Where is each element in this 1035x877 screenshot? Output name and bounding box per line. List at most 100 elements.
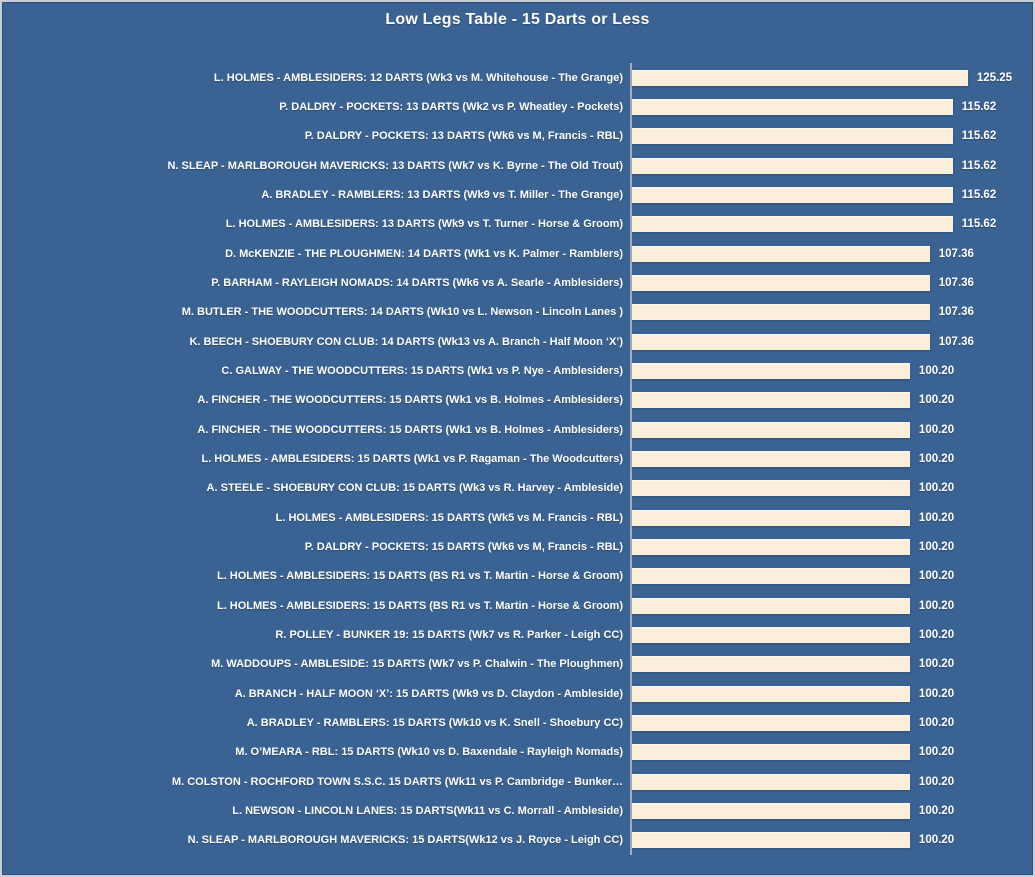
bar[interactable]: [632, 480, 910, 497]
bar[interactable]: [632, 128, 953, 145]
bar-track: 107.36: [630, 268, 1012, 298]
category-label: M. WADDOUPS - AMBLESIDE: 15 DARTS (Wk7 v…: [211, 658, 623, 671]
bar[interactable]: [632, 157, 953, 174]
value-label: 100.20: [918, 775, 955, 788]
value-label: 100.20: [918, 834, 955, 847]
bar-track: 100.20: [630, 678, 1012, 709]
category-label: K. BEECH - SHOEBURY CON CLUB: 14 DARTS (…: [189, 335, 623, 348]
bar[interactable]: [632, 509, 910, 526]
category-label: A. BRADLEY - RAMBLERS: 13 DARTS (Wk9 vs …: [261, 188, 623, 201]
category-label: D. McKENZIE - THE PLOUGHMEN: 14 DARTS (W…: [225, 247, 623, 260]
bar-track: 100.20: [630, 502, 1012, 533]
value-label: 100.20: [918, 570, 955, 583]
category-label: A. FINCHER - THE WOODCUTTERS: 15 DARTS (…: [197, 423, 623, 436]
bar[interactable]: [632, 98, 953, 115]
bar[interactable]: [632, 333, 930, 350]
bar-row: R. POLLEY - BUNKER 19: 15 DARTS (Wk7 vs …: [10, 620, 1012, 650]
bar-track: 100.20: [630, 473, 1012, 503]
bar-track: 100.20: [630, 649, 1012, 679]
value-label: 115.62: [961, 100, 997, 113]
bar-row: L. HOLMES - AMBLESIDERS: 15 DARTS (Wk5 v…: [10, 502, 1012, 533]
category-label: P. DALDRY - POCKETS: 13 DARTS (Wk6 vs M,…: [304, 130, 623, 143]
value-label: 100.20: [918, 540, 955, 553]
value-label: 100.20: [918, 482, 955, 495]
bar[interactable]: [632, 69, 968, 86]
bar[interactable]: [632, 216, 953, 233]
bar[interactable]: [632, 714, 910, 731]
category-label: C. GALWAY - THE WOODCUTTERS: 15 DARTS (W…: [221, 364, 623, 377]
category-label: L. HOLMES - AMBLESIDERS: 15 DARTS (Wk5 v…: [275, 511, 623, 524]
value-label: 115.62: [961, 130, 997, 143]
bar-row: A. STEELE - SHOEBURY CON CLUB: 15 DARTS …: [10, 473, 1012, 503]
category-label: M. O’MEARA - RBL: 15 DARTS (Wk10 vs D. B…: [235, 746, 623, 759]
bar-row: C. GALWAY - THE WOODCUTTERS: 15 DARTS (W…: [10, 356, 1012, 386]
value-label: 100.20: [918, 804, 955, 817]
bar[interactable]: [632, 656, 910, 673]
bar-track: 100.20: [630, 590, 1012, 621]
value-label: 115.62: [961, 159, 997, 172]
value-label: 100.20: [918, 511, 955, 524]
bar-track: 107.36: [630, 238, 1012, 269]
bar-row: A. BRANCH - HALF MOON ‘X’: 15 DARTS (Wk9…: [10, 678, 1012, 709]
bar-row: L. HOLMES - AMBLESIDERS: 13 DARTS (Wk9 v…: [10, 209, 1012, 239]
bar-track: 100.20: [630, 532, 1012, 562]
bar[interactable]: [632, 186, 953, 203]
bar-row: L. NEWSON - LINCOLN LANES: 15 DARTS(Wk11…: [10, 796, 1012, 826]
value-label: 107.36: [938, 335, 974, 348]
bar[interactable]: [632, 304, 930, 321]
category-label: L. HOLMES - AMBLESIDERS: 15 DARTS (BS R1…: [216, 599, 623, 612]
value-label: 107.36: [938, 247, 974, 260]
category-label: R. POLLEY - BUNKER 19: 15 DARTS (Wk7 vs …: [275, 628, 623, 641]
bar-row: A. BRADLEY - RAMBLERS: 15 DARTS (Wk10 vs…: [10, 708, 1012, 738]
value-label: 100.20: [918, 599, 955, 612]
bar-row: P. DALDRY - POCKETS: 13 DARTS (Wk6 vs M,…: [10, 121, 1012, 151]
value-label: 107.36: [938, 276, 974, 289]
bar[interactable]: [632, 568, 910, 585]
bar[interactable]: [632, 802, 910, 819]
value-label: 100.20: [918, 628, 955, 641]
bar[interactable]: [632, 744, 910, 761]
bar[interactable]: [632, 450, 910, 467]
value-label: 115.62: [961, 188, 997, 201]
bar-track: 100.20: [630, 356, 1012, 386]
bar-track: 115.62: [630, 209, 1012, 239]
bar-row: A. FINCHER - THE WOODCUTTERS: 15 DARTS (…: [10, 385, 1012, 415]
bar[interactable]: [632, 597, 910, 614]
category-label: N. SLEAP - MARLBOROUGH MAVERICKS: 15 DAR…: [187, 834, 623, 847]
category-label: A. BRADLEY - RAMBLERS: 15 DARTS (Wk10 vs…: [246, 716, 623, 729]
category-label: L. HOLMES - AMBLESIDERS: 15 DARTS (Wk1 v…: [201, 452, 623, 465]
value-label: 100.20: [918, 364, 955, 377]
bar[interactable]: [632, 421, 910, 438]
category-label: L. HOLMES - AMBLESIDERS: 15 DARTS (BS R1…: [216, 570, 623, 583]
bar[interactable]: [632, 685, 910, 702]
category-label: L. HOLMES - AMBLESIDERS: 13 DARTS (Wk9 v…: [225, 218, 623, 231]
bar-track: 100.20: [630, 766, 1012, 797]
bar-row: L. HOLMES - AMBLESIDERS: 15 DARTS (BS R1…: [10, 590, 1012, 621]
bar-track: 100.20: [630, 825, 1012, 855]
bar[interactable]: [632, 245, 930, 262]
bar[interactable]: [632, 274, 930, 291]
category-label: A. FINCHER - THE WOODCUTTERS: 15 DARTS (…: [197, 394, 623, 407]
bar-row: M. O’MEARA - RBL: 15 DARTS (Wk10 vs D. B…: [10, 737, 1012, 767]
bar[interactable]: [632, 832, 910, 849]
bar-row: K. BEECH - SHOEBURY CON CLUB: 14 DARTS (…: [10, 326, 1012, 357]
bar-row: L. HOLMES - AMBLESIDERS: 15 DARTS (BS R1…: [10, 561, 1012, 591]
bar-track: 100.20: [630, 444, 1012, 474]
bar-row: A. BRADLEY - RAMBLERS: 13 DARTS (Wk9 vs …: [10, 180, 1012, 210]
bar-row: D. McKENZIE - THE PLOUGHMEN: 14 DARTS (W…: [10, 238, 1012, 269]
plot-area: L. HOLMES - AMBLESIDERS: 12 DARTS (Wk3 v…: [10, 63, 1012, 855]
bar-track: 115.62: [630, 92, 1012, 122]
bar-track: 100.20: [630, 414, 1012, 445]
bar-track: 107.36: [630, 297, 1012, 327]
bar[interactable]: [632, 773, 910, 790]
bar-track: 115.62: [630, 150, 1012, 181]
bar[interactable]: [632, 538, 910, 555]
bar-row: L. HOLMES - AMBLESIDERS: 12 DARTS (Wk3 v…: [10, 63, 1012, 93]
bar-row: M. COLSTON - ROCHFORD TOWN S.S.C. 15 DAR…: [10, 766, 1012, 797]
bar[interactable]: [632, 392, 910, 409]
bar-track: 115.62: [630, 121, 1012, 151]
bar[interactable]: [632, 626, 910, 643]
bar[interactable]: [632, 362, 910, 379]
category-label: P. DALDRY - POCKETS: 13 DARTS (Wk2 vs P.…: [279, 100, 623, 113]
